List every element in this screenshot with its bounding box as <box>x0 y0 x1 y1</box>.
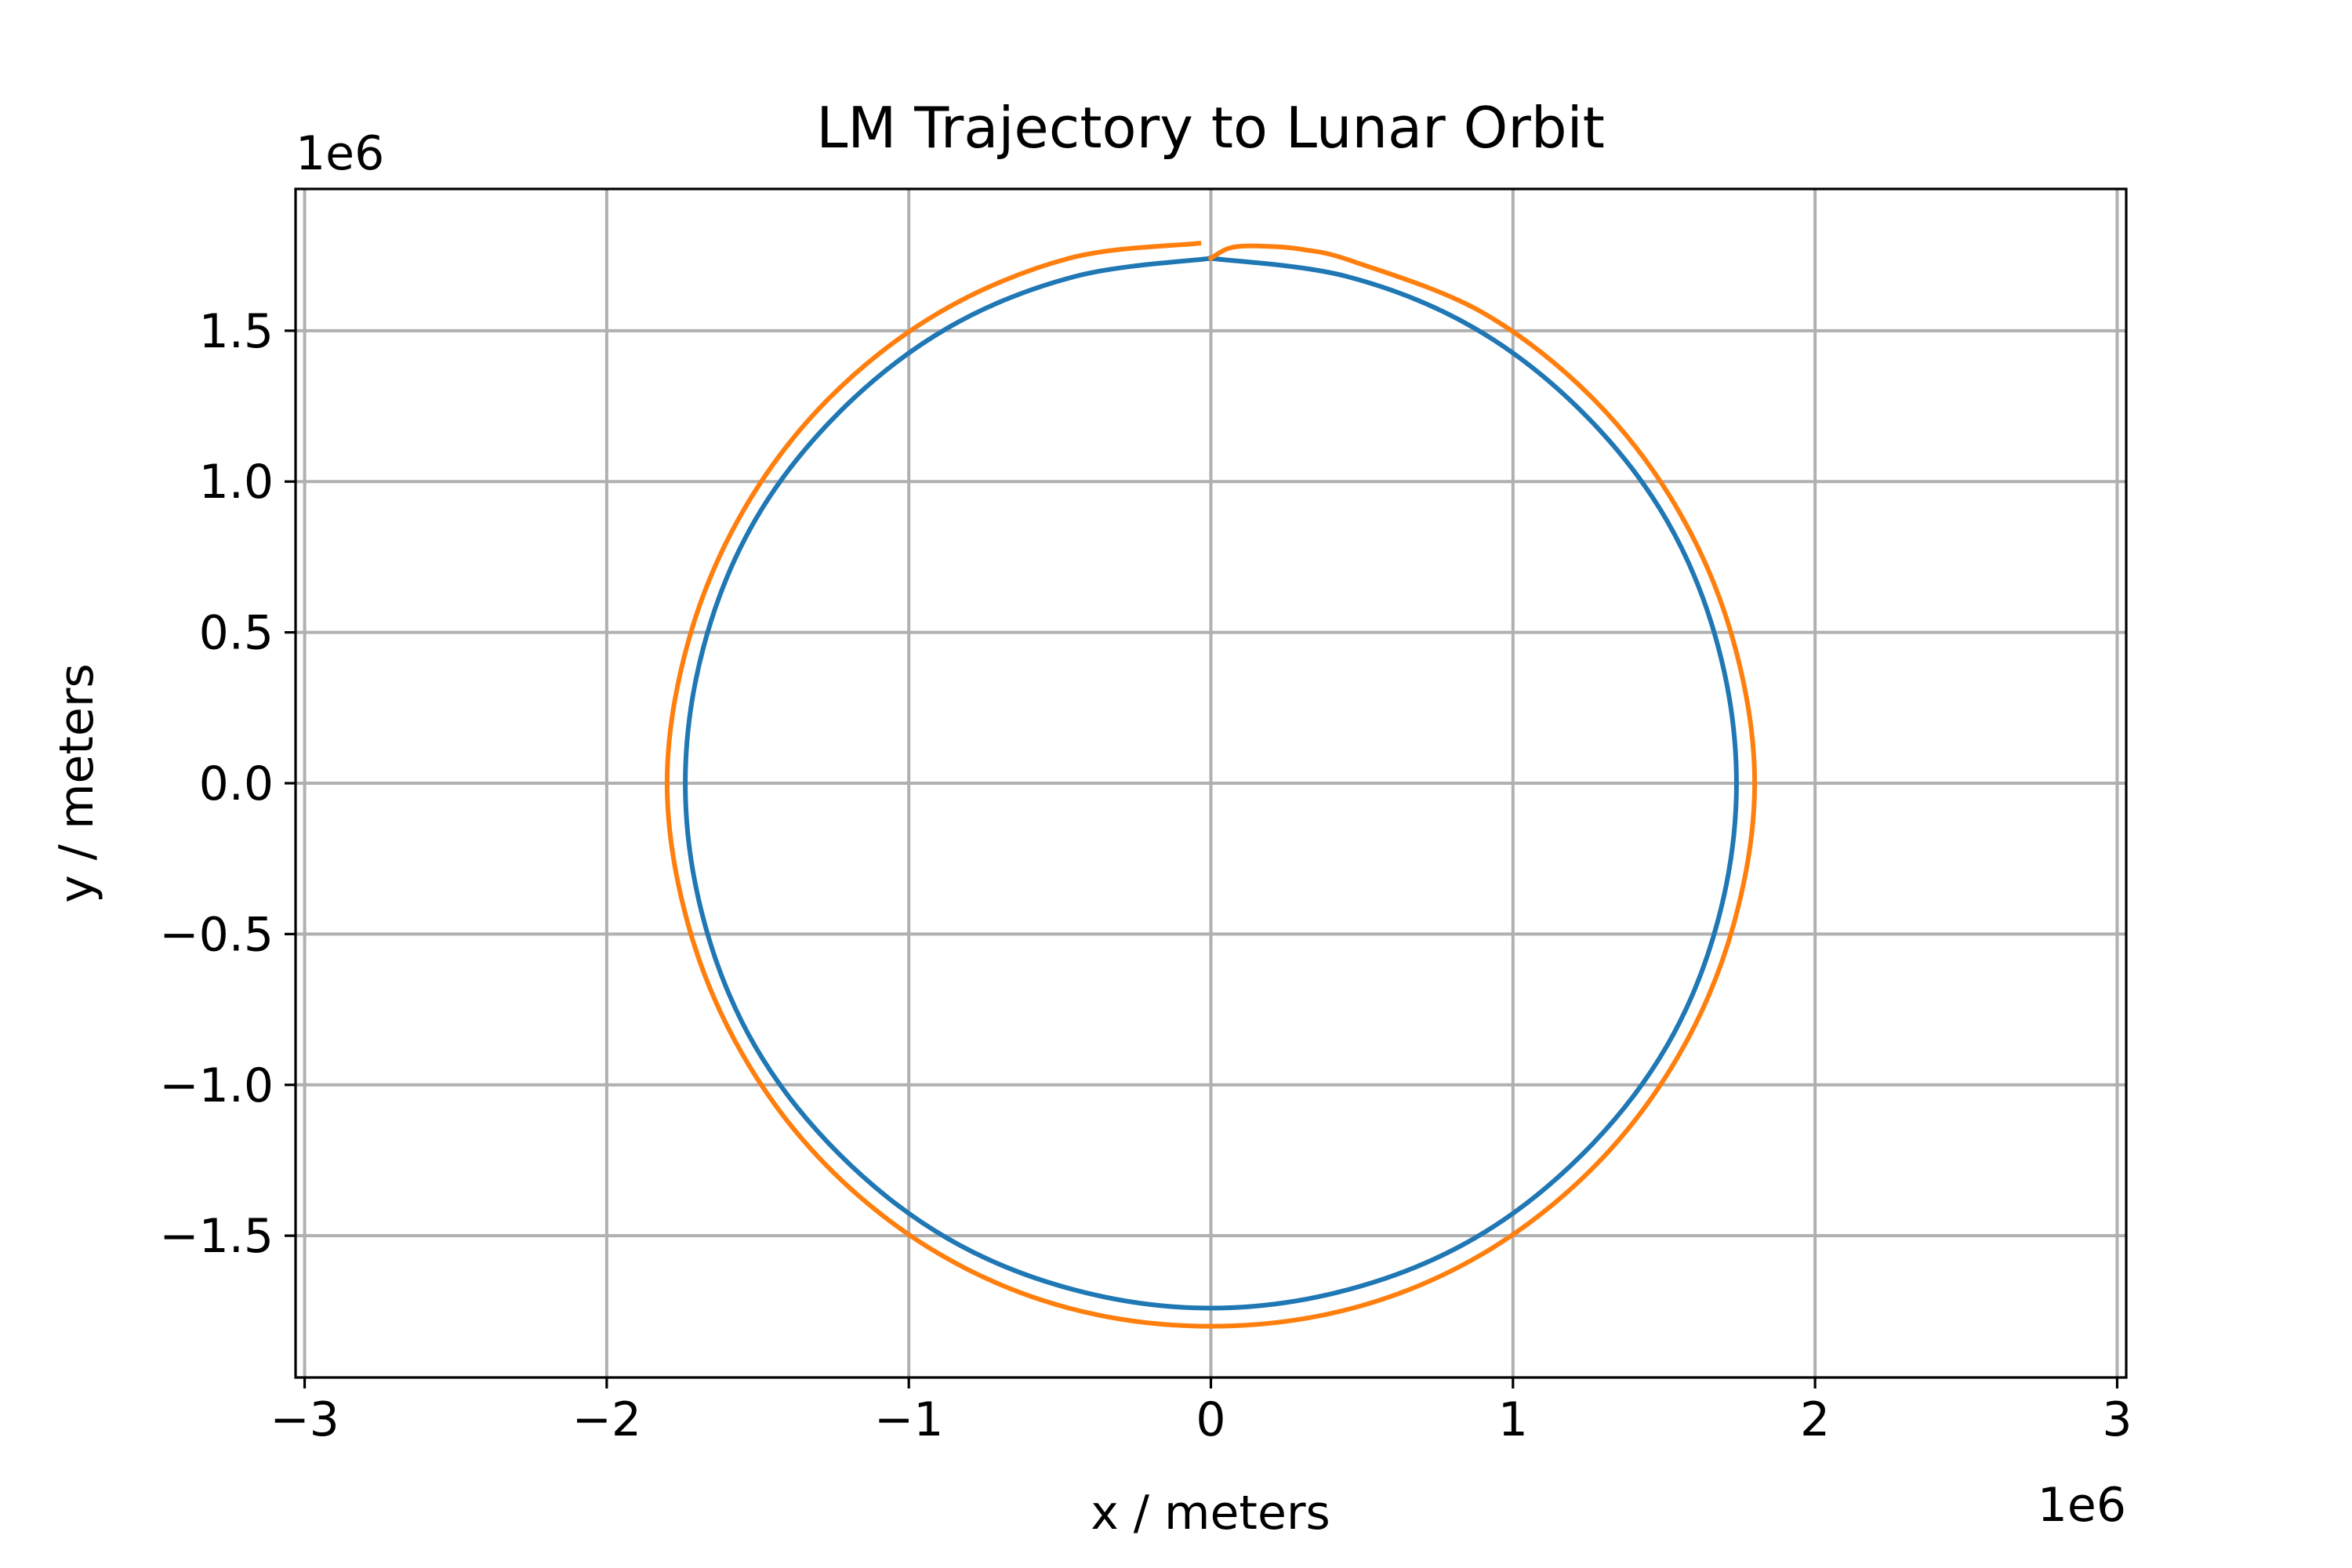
x-tick-label: −2 <box>572 1392 641 1447</box>
y-tick-label: −1.0 <box>159 1058 274 1113</box>
y-tick-label: 0.0 <box>199 757 274 811</box>
x-tick-label: 3 <box>2102 1392 2132 1447</box>
x-tick-label: −1 <box>874 1392 943 1447</box>
ticks: −3 −2 −1 0 1 2 3 −1.5 −1.0 −0.5 0.0 0.5 1.0 1.5 <box>159 304 2132 1447</box>
series-line-1 <box>683 256 1739 1311</box>
x-offset-label: 1e6 <box>2038 1478 2126 1533</box>
x-tick-label: 1 <box>1498 1392 1528 1447</box>
x-tick-label: 0 <box>1196 1392 1225 1447</box>
y-offset-label: 1e6 <box>296 126 384 181</box>
chart-title: LM Trajectory to Lunar Orbit <box>816 95 1605 161</box>
x-tick-label: −3 <box>270 1392 339 1447</box>
y-tick-label: −1.5 <box>159 1209 274 1264</box>
series-line-2 <box>664 240 1758 1329</box>
x-axis-label: x / meters <box>1091 1486 1330 1541</box>
y-tick-label: −0.5 <box>159 907 274 962</box>
x-tick-label: 2 <box>1800 1392 1830 1447</box>
y-tick-label: 1.0 <box>199 455 274 510</box>
y-axis-label: y / meters <box>49 663 104 903</box>
y-tick-label: 1.5 <box>199 304 274 359</box>
grid <box>296 189 2126 1377</box>
series-layer <box>664 240 1758 1329</box>
y-tick-label: 0.5 <box>199 606 274 661</box>
